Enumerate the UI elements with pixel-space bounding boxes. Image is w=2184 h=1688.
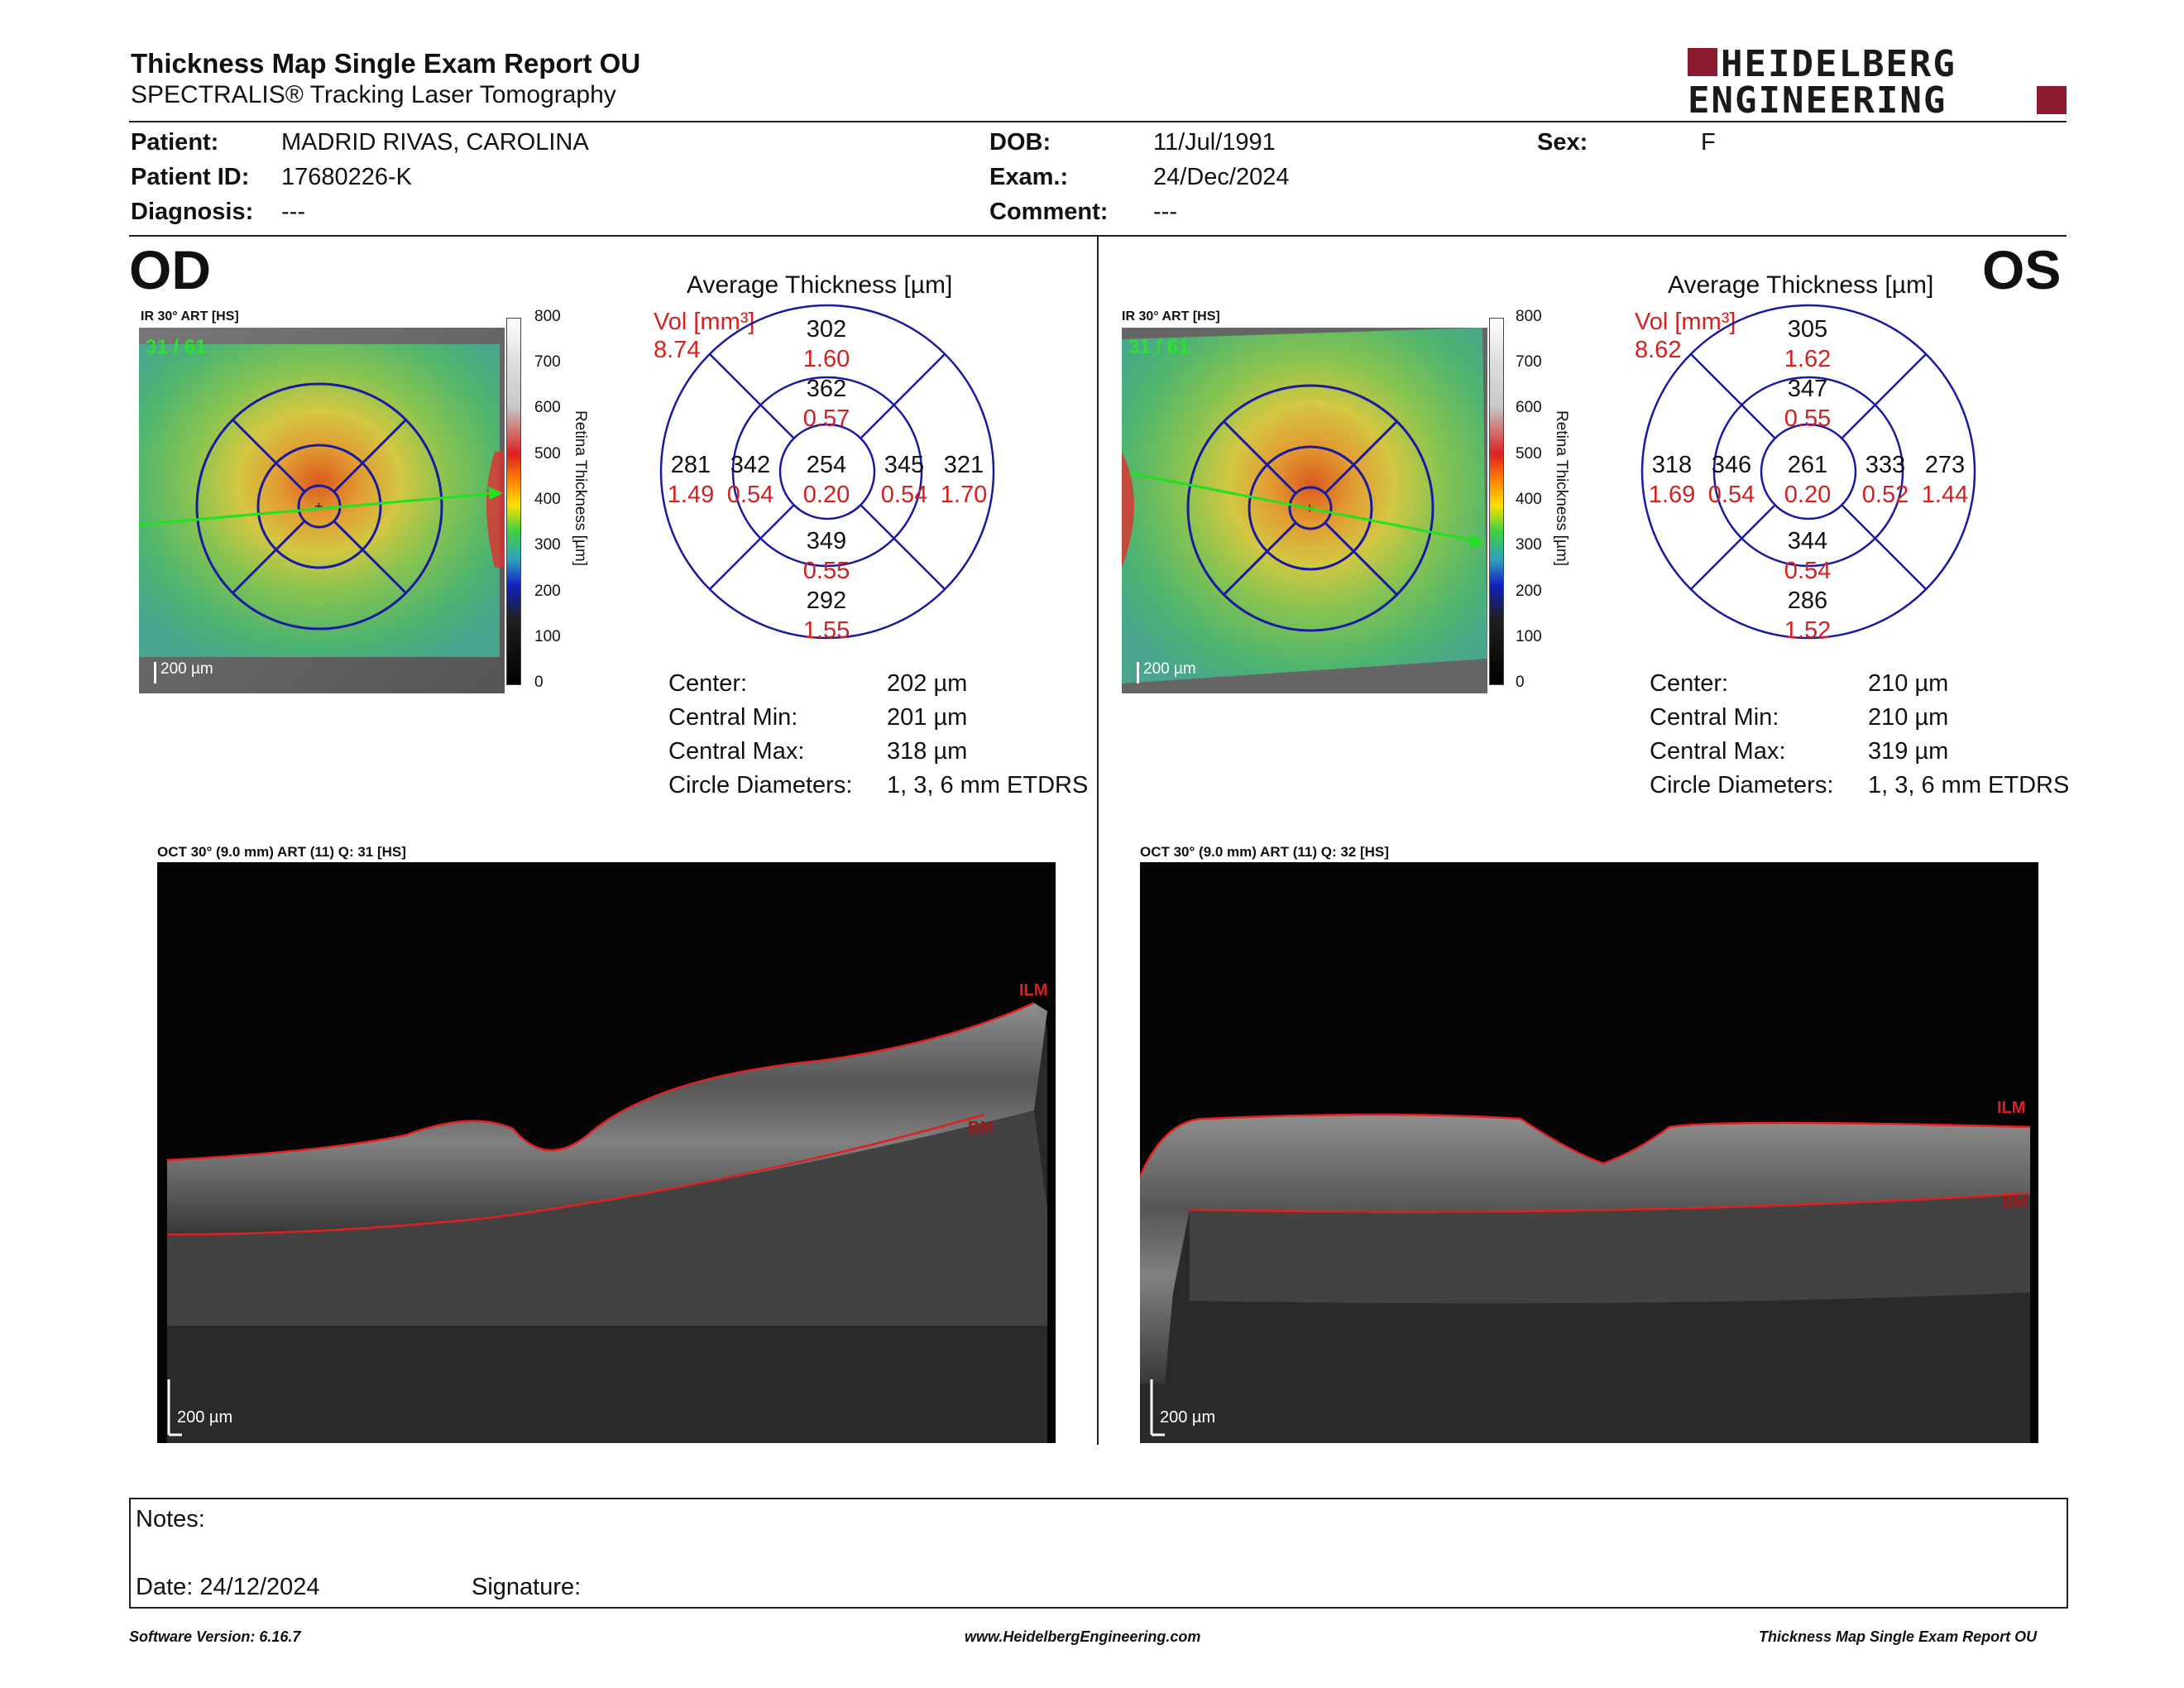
os-inner-right: 333 0.52 [1861,452,1909,508]
od-center-sector: 254 0.20 [802,452,850,508]
od-thickness-map: + [138,328,505,693]
os-thickness-map: + [1122,328,1487,693]
od-scan-counter: 31 / 61 [146,336,207,358]
od-outer-left: 281 1.49 [667,452,715,508]
sex-label: Sex: [1537,129,1588,156]
od-etdrs-grid [659,303,998,642]
od-oct-caption: OCT 30° (9.0 mm) ART (11) Q: 31 [HS] [157,844,406,860]
dob-value: 11/Jul/1991 [1153,129,1276,156]
report-title: Thickness Map Single Exam Report OU [131,48,641,79]
report-subtitle: SPECTRALIS® Tracking Laser Tomography [131,81,616,108]
od-colorbar-title: Retina Thickness [µm] [572,410,589,566]
patient-id: 17680226-K [281,164,413,190]
os-oct-scale: 200 µm [1160,1408,1216,1427]
od-ilm-label: ILM [1019,981,1048,1000]
os-colorbar-title: Retina Thickness [µm] [1553,410,1570,566]
os-colorbar [1489,318,1504,685]
dob-label: DOB: [989,129,1051,156]
od-avg-title: Average Thickness [µm] [687,271,953,299]
od-ir-scale: 200 µm [160,660,213,678]
os-oct-bscan [1140,862,2038,1443]
od-inner-right: 345 0.54 [880,452,928,508]
od-inner-inferior: 349 0.55 [802,528,850,584]
od-ir-caption: IR 30° ART [HS] [141,309,239,324]
os-avg-title: Average Thickness [µm] [1668,271,1934,299]
os-scan-counter: 31 / 61 [1128,336,1190,358]
patient-name: MADRID RIVAS, CAROLINA [281,129,589,156]
svg-text:+: + [314,498,323,515]
patient-id-label: Patient ID: [131,164,250,190]
comment-value: --- [1153,199,1177,225]
os-inner-superior: 347 0.55 [1784,376,1832,432]
od-outer-right: 321 1.70 [940,452,988,508]
diagnosis-value: --- [281,199,305,225]
exam-value: 24/Dec/2024 [1153,164,1290,190]
footer-software-version: Software Version: 6.16.7 [129,1628,301,1645]
signature-label: Signature: [472,1574,582,1600]
os-ir-scale: 200 µm [1143,660,1196,678]
exam-label: Exam.: [989,164,1069,190]
sex-value: F [1701,129,1716,156]
os-outer-right: 273 1.44 [1921,452,1969,508]
patient-label: Patient: [131,129,219,156]
os-outer-superior: 305 1.62 [1784,316,1832,372]
os-ir-caption: IR 30° ART [HS] [1122,309,1220,324]
od-oct-scale: 200 µm [177,1408,233,1427]
os-eye-label: OS [1982,239,2062,300]
od-colorbar [506,318,521,685]
os-inner-left: 346 0.54 [1707,452,1755,508]
os-inner-inferior: 344 0.54 [1784,528,1832,584]
od-oct-bscan [157,862,1056,1443]
od-ir-scale-bar [154,662,156,683]
notes-box[interactable] [129,1498,2068,1609]
footer-url[interactable]: www.HeidelbergEngineering.com [965,1628,1201,1645]
od-inner-left: 342 0.54 [726,452,774,508]
os-vol-total: 8.62 [1635,337,1682,363]
od-bm-label: BM [968,1119,994,1137]
os-bm-label: BM [2002,1193,2028,1211]
center-divider [1097,237,1099,1445]
os-outer-left: 318 1.69 [1648,452,1696,508]
comment-label: Comment: [989,199,1109,225]
os-ir-scale-bar [1137,662,1139,683]
os-etdrs-grid [1640,303,1979,642]
os-outer-inferior: 286 1.52 [1784,587,1832,644]
footer-report-name: Thickness Map Single Exam Report OU [1759,1628,2038,1645]
diagnosis-label: Diagnosis: [131,199,254,225]
od-outer-inferior: 292 1.55 [802,587,850,644]
od-vol-total: 8.74 [654,337,701,363]
os-ilm-label: ILM [1997,1099,2026,1117]
os-oct-caption: OCT 30° (9.0 mm) ART (11) Q: 32 [HS] [1140,844,1389,860]
notes-date: Date: 24/12/2024 [136,1574,320,1600]
notes-label: Notes: [136,1506,205,1532]
od-inner-superior: 362 0.57 [802,376,850,432]
os-center-sector: 261 0.20 [1784,452,1832,508]
od-eye-label: OD [129,239,211,300]
od-outer-superior: 302 1.60 [802,316,850,372]
